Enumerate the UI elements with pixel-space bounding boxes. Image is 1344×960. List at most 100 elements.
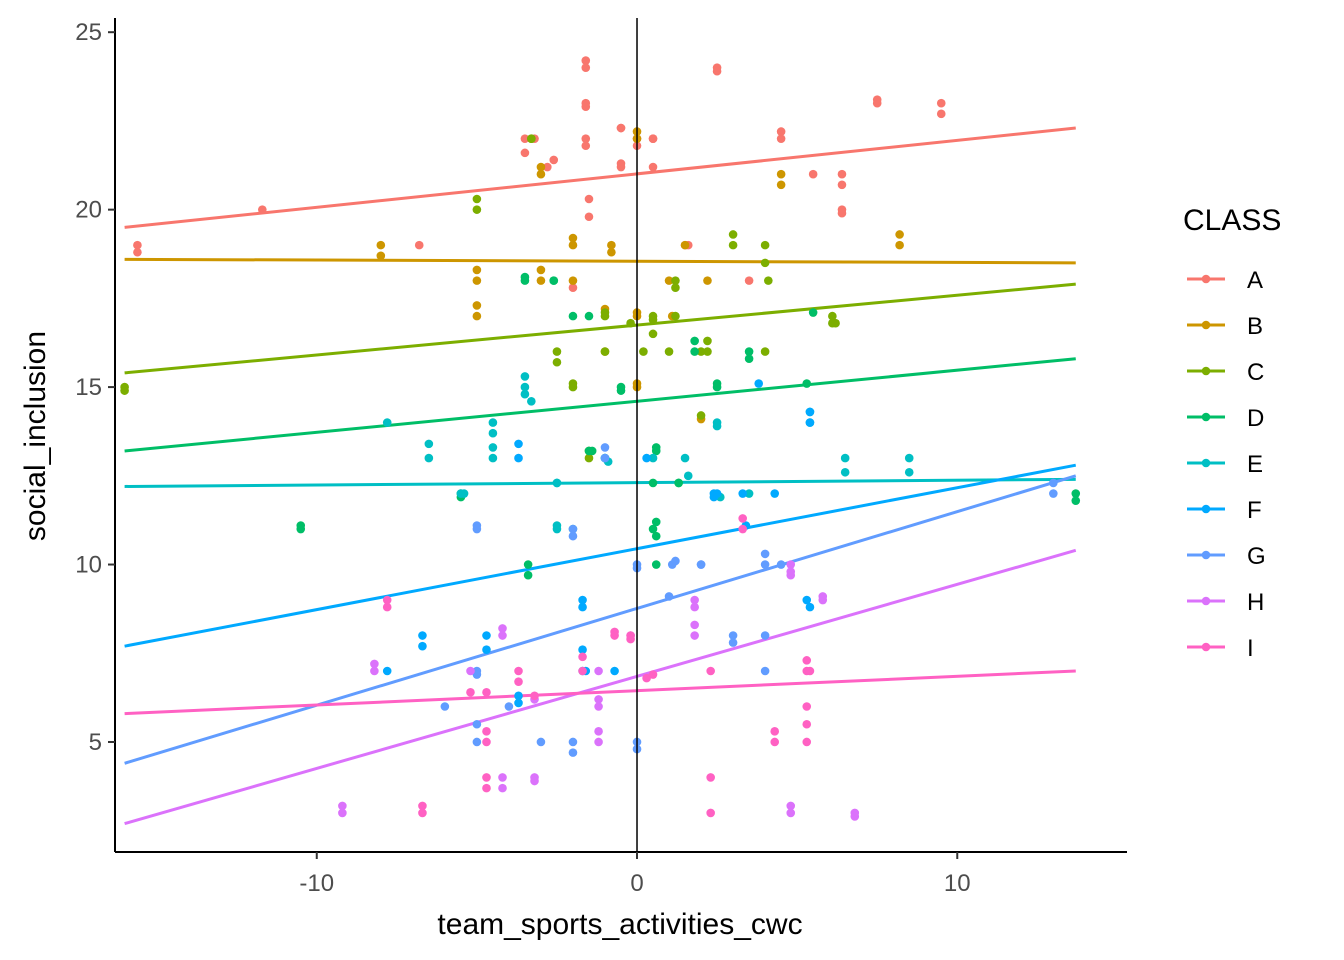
data-point-I (482, 727, 491, 736)
legend-key-point-A (1201, 274, 1211, 284)
data-point-G (760, 666, 770, 676)
data-point-C (728, 240, 738, 250)
data-point-H (370, 659, 379, 669)
data-point-G (568, 531, 578, 541)
data-point-H (498, 773, 507, 782)
data-point-I (514, 666, 523, 676)
data-point-D (651, 531, 661, 541)
data-point-G (568, 748, 578, 757)
data-point-H (498, 783, 507, 793)
data-point-C (584, 453, 594, 463)
data-point-D (690, 336, 699, 346)
fit-line-B (124, 257, 1076, 265)
data-point-A (936, 109, 946, 119)
data-point-F (418, 631, 427, 640)
data-point-A (837, 208, 847, 218)
data-point-B (895, 230, 904, 239)
data-point-G (664, 592, 674, 601)
data-point-C (626, 318, 635, 328)
data-point-D (616, 386, 626, 395)
y-axis-title: social_inclusion (19, 331, 52, 541)
data-point-B (376, 251, 386, 261)
data-point-I (482, 687, 491, 697)
data-point-D (296, 524, 306, 534)
data-point-H (690, 620, 699, 630)
data-point-H (594, 666, 603, 676)
data-point-G (1049, 478, 1058, 488)
legend-label-I: I (1247, 635, 1254, 662)
data-point-B (536, 276, 546, 285)
data-point-B (703, 276, 712, 285)
data-point-A (584, 212, 594, 222)
data-point-E (488, 428, 498, 438)
data-point-I (382, 602, 392, 612)
data-point-D (1071, 489, 1081, 498)
data-point-D (648, 524, 658, 534)
data-point-A (133, 240, 142, 250)
data-point-G (728, 631, 738, 640)
data-point-B (472, 276, 482, 285)
data-point-H (690, 602, 699, 612)
legend-key-point-D (1201, 412, 1211, 422)
data-point-I (626, 634, 635, 644)
data-point-C (760, 347, 770, 356)
data-point-B (607, 247, 616, 257)
data-point-D (1071, 496, 1081, 505)
data-point-I (770, 737, 780, 747)
data-point-A (648, 134, 658, 143)
data-point-C (703, 336, 712, 346)
data-point-B (472, 311, 482, 321)
data-point-E (459, 489, 469, 498)
data-point-G (472, 524, 482, 534)
data-point-F (514, 439, 523, 449)
y-tick-label: 20 (75, 197, 102, 224)
data-point-H (594, 702, 603, 711)
x-tick-label: -10 (299, 870, 334, 897)
legend-key-point-B (1201, 320, 1211, 330)
data-point-I (578, 666, 587, 676)
data-point-C (760, 258, 770, 268)
data-point-G (504, 702, 514, 711)
fit-line-A (124, 126, 1076, 229)
data-point-E (424, 453, 434, 463)
legend-key-point-I (1201, 642, 1211, 652)
data-point-C (703, 347, 712, 356)
data-point-H (818, 595, 828, 605)
legend-key-point-G (1201, 550, 1211, 560)
legend-label-E: E (1247, 451, 1263, 478)
data-point-F (418, 641, 427, 651)
data-point-C (472, 205, 482, 214)
data-point-H (786, 808, 796, 818)
data-point-C (696, 347, 706, 356)
data-point-A (581, 63, 591, 72)
data-point-F (712, 489, 722, 498)
data-point-C (600, 308, 610, 317)
data-point-I (578, 652, 587, 662)
data-point-F (578, 602, 587, 612)
data-point-E (904, 453, 914, 463)
data-point-I (802, 719, 812, 729)
data-point-H (338, 808, 347, 818)
data-point-A (837, 180, 847, 190)
data-point-A (776, 134, 786, 143)
data-point-G (671, 556, 680, 566)
data-point-C (671, 283, 680, 293)
data-point-I (648, 670, 658, 679)
data-point-I (802, 737, 812, 747)
data-point-D (651, 517, 661, 527)
legend-label-F: F (1247, 497, 1262, 524)
data-point-E (712, 421, 722, 431)
legend-label-H: H (1247, 589, 1264, 616)
data-point-H (498, 631, 507, 640)
data-point-D (568, 311, 578, 321)
data-point-C (728, 230, 738, 239)
data-point-C (648, 329, 658, 339)
data-point-I (770, 727, 780, 736)
data-point-I (610, 631, 619, 640)
data-point-I (382, 595, 392, 605)
data-point-H (530, 776, 539, 786)
data-point-F (754, 379, 764, 388)
data-point-D (744, 347, 754, 356)
data-point-G (600, 453, 610, 463)
